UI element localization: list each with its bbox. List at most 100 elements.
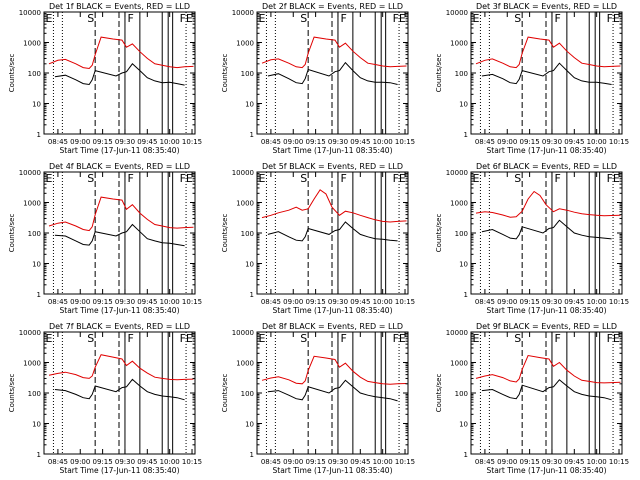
flag-label: FE	[607, 12, 620, 25]
x-tick-label: 09:45	[350, 138, 370, 146]
y-tick-label: 10	[245, 101, 254, 109]
y-axis-label: Counts/sec	[435, 214, 443, 253]
series-line-lld	[475, 190, 621, 218]
y-axis-label: Counts/sec	[8, 214, 16, 253]
x-tick-label: 09:15	[93, 298, 113, 306]
series-line-events	[54, 223, 185, 247]
x-tick-label: 08:45	[261, 298, 281, 306]
y-tick-label: 1000	[450, 200, 468, 208]
x-tick-label: 09:00	[283, 138, 303, 146]
y-tick-label: 1000	[23, 40, 41, 48]
y-tick-label: 1	[464, 131, 468, 139]
x-tick-label: 09:30	[115, 458, 135, 466]
flag-label: S	[514, 332, 521, 345]
y-tick-label: 1000	[236, 40, 254, 48]
x-tick-label: 08:45	[475, 138, 495, 146]
y-tick-label: 10000	[19, 169, 41, 177]
flag-label: S	[300, 12, 307, 25]
x-tick-label: 10:00	[373, 298, 393, 306]
y-tick-label: 1	[37, 291, 41, 299]
x-tick-label: 09:00	[283, 458, 303, 466]
y-tick-label: 100	[241, 390, 254, 398]
x-tick-label: 10:00	[160, 458, 180, 466]
panel-title: Det 5f BLACK = Events, RED = LLD	[262, 162, 403, 171]
y-tick-label: 1000	[450, 40, 468, 48]
flag-label: FE	[393, 12, 406, 25]
panel-title: Det 1f BLACK = Events, RED = LLD	[49, 2, 190, 11]
x-tick-label: 08:45	[48, 138, 68, 146]
flag-label: E	[45, 172, 52, 185]
flag-label: FE	[180, 172, 193, 185]
series-group	[48, 196, 194, 247]
x-tick-label: 10:15	[609, 138, 629, 146]
flag-label: E	[45, 12, 52, 25]
series-group	[48, 36, 194, 86]
x-axis-label: Start Time (17-Jun-11 08:35:40)	[487, 146, 607, 155]
series-group	[261, 189, 407, 242]
y-tick-label: 1	[37, 131, 41, 139]
series-line-events	[267, 221, 398, 242]
series-group	[261, 36, 407, 85]
x-tick-label: 09:15	[306, 458, 326, 466]
x-tick-label: 09:00	[70, 298, 90, 306]
x-tick-label: 09:45	[564, 298, 584, 306]
x-tick-label: 09:15	[520, 458, 540, 466]
x-tick-label: 09:30	[115, 298, 135, 306]
x-tick-label: 09:45	[564, 458, 584, 466]
flag-label: F	[554, 332, 560, 345]
flag-label: E	[258, 332, 265, 345]
x-tick-label: 09:00	[497, 458, 517, 466]
x-tick-label: 09:15	[306, 298, 326, 306]
panel-title: Det 9f BLACK = Events, RED = LLD	[476, 322, 617, 331]
flag-label: S	[514, 172, 521, 185]
y-tick-label: 10	[32, 421, 41, 429]
x-axis-label: Start Time (17-Jun-11 08:35:40)	[273, 146, 393, 155]
y-tick-label: 10000	[19, 9, 41, 17]
series-line-events	[481, 62, 612, 85]
x-tick-label: 09:15	[93, 458, 113, 466]
y-tick-label: 1000	[236, 360, 254, 368]
x-tick-label: 09:45	[137, 458, 157, 466]
x-tick-label: 09:15	[93, 138, 113, 146]
x-tick-label: 09:30	[328, 458, 348, 466]
flag-label: S	[300, 332, 307, 345]
series-line-lld	[261, 36, 407, 69]
series-line-events	[481, 219, 612, 240]
y-axis-label: Counts/sec	[221, 214, 229, 253]
flag-label: F	[554, 12, 560, 25]
flag-label: S	[87, 172, 94, 185]
series-group	[475, 36, 621, 85]
x-tick-label: 09:30	[328, 298, 348, 306]
x-tick-label: 10:15	[609, 458, 629, 466]
series-line-lld	[261, 189, 407, 223]
series-line-events	[267, 379, 398, 402]
series-line-lld	[48, 354, 194, 381]
x-tick-label: 10:00	[587, 458, 607, 466]
x-tick-label: 08:45	[261, 458, 281, 466]
x-axis-label: Start Time (17-Jun-11 08:35:40)	[60, 146, 180, 155]
x-tick-label: 10:15	[395, 298, 415, 306]
x-tick-label: 09:00	[70, 458, 90, 466]
x-tick-label: 09:30	[115, 138, 135, 146]
flag-label: F	[127, 12, 133, 25]
series-line-events	[54, 63, 185, 86]
y-axis-label: Counts/sec	[221, 54, 229, 93]
y-tick-label: 10000	[446, 329, 468, 337]
x-tick-label: 10:15	[182, 298, 202, 306]
x-tick-label: 08:45	[48, 298, 68, 306]
x-tick-label: 09:45	[350, 458, 370, 466]
x-tick-label: 10:15	[182, 458, 202, 466]
x-tick-label: 10:00	[587, 298, 607, 306]
y-tick-label: 10000	[446, 9, 468, 17]
x-axis-label: Start Time (17-Jun-11 08:35:40)	[273, 466, 393, 475]
x-tick-label: 09:45	[350, 298, 370, 306]
y-tick-label: 100	[455, 390, 468, 398]
y-tick-label: 1000	[23, 360, 41, 368]
series-group	[475, 354, 621, 401]
x-tick-label: 08:45	[261, 138, 281, 146]
y-tick-label: 1	[250, 131, 254, 139]
y-tick-label: 100	[28, 390, 41, 398]
